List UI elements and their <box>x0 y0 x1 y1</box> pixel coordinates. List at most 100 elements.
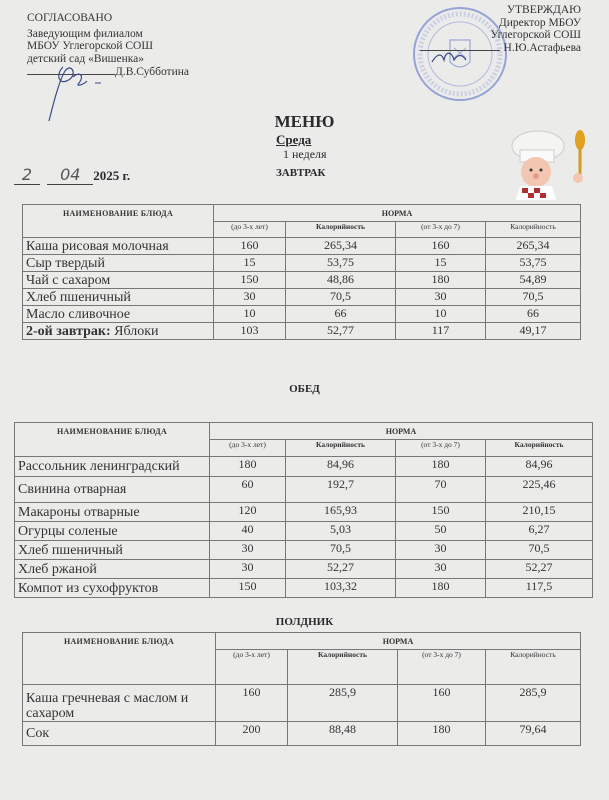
dish-label: Хлеб ржаной <box>18 561 97 577</box>
dish-label: Огурцы соленые <box>18 523 118 539</box>
dish-name: Рассольник ленинградский <box>14 456 210 477</box>
dish-label: Макароны отварные <box>18 504 140 520</box>
column-header-age-3-to-7: (от 3-х до 7) <box>397 649 486 685</box>
portion-under-3: 103 <box>213 322 286 340</box>
calories-3-to-7: 52,27 <box>485 559 593 579</box>
dish-label: Сыр твердый <box>26 255 105 271</box>
dish-name: Макароны отварные <box>14 502 210 522</box>
dish-name: Свинина отварная <box>14 476 210 503</box>
date-year: 2025 г. <box>93 168 131 183</box>
dish-label: Каша рисовая молочная <box>26 238 169 254</box>
column-header-calories-3-to-7: Калорийность <box>485 439 593 457</box>
dish-name: Каша гречневая с маслом и сахаром <box>22 684 216 722</box>
menu-date: 2 04 2025 г. <box>14 165 130 185</box>
dish-prefix: 2-ой завтрак: <box>26 323 111 339</box>
calories-under-3: 70,5 <box>285 540 396 560</box>
section-title-lunch: ОБЕД <box>289 383 320 395</box>
portion-3-to-7: 180 <box>397 721 486 746</box>
table-row: Каша гречневая с маслом и сахаром 160 285,… <box>22 684 581 722</box>
column-header-norm: НОРМА <box>209 422 593 440</box>
menu-day: Среда <box>276 132 312 147</box>
calories-3-to-7: 70,5 <box>485 288 581 306</box>
date-day: 2 <box>14 165 40 185</box>
portion-3-to-7: 117 <box>395 322 486 340</box>
dish-name: Сок <box>22 721 216 746</box>
portion-under-3: 10 <box>213 305 286 323</box>
portion-3-to-7: 160 <box>397 684 486 722</box>
portion-3-to-7: 30 <box>395 288 486 306</box>
menu-title: МЕНЮ <box>274 112 335 131</box>
menu-table-breakfast: НАИМЕНОВАНИЕ БЛЮДА НОРМА (до 3-х лет) Калор… <box>22 204 581 340</box>
dish-name: 2-ой завтрак: Яблоки <box>22 322 214 340</box>
approval-left-title: СОГЛАСОВАНО <box>27 12 113 24</box>
calories-3-to-7: 79,64 <box>485 721 581 746</box>
table-row: Хлеб пшеничный 30 70,5 30 70,5 <box>22 288 581 306</box>
table-row: Чай с сахаром 150 48,86 180 54,89 <box>22 271 581 289</box>
approval-left-signer: Д.В.Субботина <box>115 66 189 78</box>
calories-under-3: 285,9 <box>287 684 398 722</box>
calories-under-3: 265,34 <box>285 237 396 255</box>
menu-table-snack: НАИМЕНОВАНИЕ БЛЮДА НОРМА (до 3-х лет) Калор… <box>22 632 581 746</box>
dish-label: Сок <box>26 726 50 741</box>
table-subheader-row: (до 3-х лет) Калорийность (от 3-х до 7) Кал… <box>23 649 581 685</box>
approval-right-line2: Углегорской СОШ <box>490 29 581 41</box>
table-row: Огурцы соленые 40 5,03 50 6,27 <box>14 521 593 541</box>
column-header-calories-under-3: Калорийность <box>285 439 396 457</box>
calories-3-to-7: 285,9 <box>485 684 581 722</box>
calories-under-3: 52,77 <box>285 322 396 340</box>
calories-under-3: 66 <box>285 305 396 323</box>
table-row: Каша рисовая молочная 160 265,34 160 265,34 <box>22 237 581 255</box>
calories-under-3: 53,75 <box>285 254 396 272</box>
chef-illustration <box>511 130 585 200</box>
portion-3-to-7: 15 <box>395 254 486 272</box>
calories-3-to-7: 117,5 <box>485 578 593 598</box>
section-title-snack: ПОЛДНИК <box>275 616 334 628</box>
calories-3-to-7: 6,27 <box>485 521 593 541</box>
portion-under-3: 160 <box>215 684 288 722</box>
portion-3-to-7: 10 <box>395 305 486 323</box>
table-row: Макароны отварные 120 165,93 150 210,15 <box>14 502 593 522</box>
portion-under-3: 150 <box>213 271 286 289</box>
dish-label: Каша гречневая с маслом и сахаром <box>26 691 189 721</box>
column-header-calories-3-to-7: Калорийность <box>485 649 581 685</box>
portion-under-3: 40 <box>209 521 286 541</box>
dish-name: Огурцы соленые <box>14 521 210 541</box>
calories-under-3: 84,96 <box>285 456 396 477</box>
calories-under-3: 52,27 <box>285 559 396 579</box>
column-header-calories-under-3: Калорийность <box>285 221 396 238</box>
dish-name: Компот из сухофруктов <box>14 578 210 598</box>
calories-3-to-7: 66 <box>485 305 581 323</box>
calories-3-to-7: 84,96 <box>485 456 593 477</box>
approval-left-line2: МБОУ Углегорской СОШ <box>27 40 153 52</box>
approval-right: УТВЕРЖДАЮ Директор МБОУ Углегорской СОШ … <box>419 4 581 54</box>
column-header-age-under-3: (до 3-х лет) <box>209 439 286 457</box>
dish-label: Компот из сухофруктов <box>18 580 159 596</box>
approval-right-signer: Н.Ю.Астафьева <box>503 41 581 54</box>
table-row: Хлеб пшеничный 30 70,5 30 70,5 <box>14 540 593 560</box>
portion-3-to-7: 30 <box>395 559 486 579</box>
menu-table-lunch: НАИМЕНОВАНИЕ БЛЮДА НОРМА (до 3-х лет) Калор… <box>14 422 593 598</box>
calories-under-3: 165,93 <box>285 502 396 522</box>
portion-under-3: 30 <box>209 559 286 579</box>
calories-under-3: 103,32 <box>285 578 396 598</box>
column-header-norm: НОРМА <box>215 632 581 650</box>
table-row: Масло сливочное 10 66 10 66 <box>22 305 581 323</box>
calories-under-3: 88,48 <box>287 721 398 746</box>
dish-name: Хлеб пшеничный <box>22 288 214 306</box>
portion-3-to-7: 150 <box>395 502 486 522</box>
approval-left: СОГЛАСОВАНО Заведующим филиалом МБОУ Угл… <box>27 12 189 79</box>
table-row: Компот из сухофруктов 150 103,32 180 117,5 <box>14 578 593 598</box>
official-stamp <box>413 7 507 101</box>
column-header-age-under-3: (до 3-х лет) <box>213 221 286 238</box>
portion-under-3: 160 <box>213 237 286 255</box>
approval-left-line3: детский сад «Вишенка» <box>27 52 145 65</box>
signature-left <box>48 66 101 122</box>
calories-under-3: 192,7 <box>285 476 396 503</box>
column-header-age-under-3: (до 3-х лет) <box>215 649 288 685</box>
calories-3-to-7: 70,5 <box>485 540 593 560</box>
table-row: Свинина отварная 60 192,7 70 225,46 <box>14 476 593 503</box>
table-header-row: НАИМЕНОВАНИЕ БЛЮДА НОРМА <box>22 632 581 685</box>
dish-name: Чай с сахаром <box>22 271 214 289</box>
column-header-dish: НАИМЕНОВАНИЕ БЛЮДА <box>14 422 210 457</box>
dish-label: Хлеб пшеничный <box>18 542 123 558</box>
